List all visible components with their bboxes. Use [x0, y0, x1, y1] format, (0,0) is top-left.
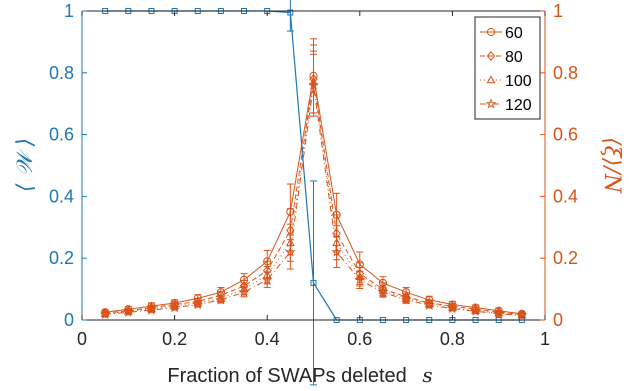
x-tick-label: 0.8	[440, 329, 465, 349]
error-bar-left-8	[286, 0, 294, 32]
legend-item-80: 80	[480, 49, 523, 66]
error-bar-120-9	[310, 53, 317, 117]
point-120-4	[192, 298, 204, 310]
point-120-14	[423, 299, 435, 310]
left-y-tick-label: 0.6	[49, 125, 74, 145]
left-y-axis-label: ⟨ 𝒲 ⟩	[13, 138, 38, 192]
x-tick-label: 0.2	[162, 329, 187, 349]
x-axis-label-text: Fraction of SWAPs deleted	[167, 365, 406, 387]
point-120-3	[169, 302, 180, 313]
point-120-7	[261, 274, 273, 285]
point-120-16	[470, 305, 481, 316]
right-y-tick-label: 1	[553, 1, 563, 21]
legend-label: 80	[505, 49, 523, 66]
point-120-17	[493, 308, 505, 319]
left-y-tick-label: 0.4	[49, 186, 74, 206]
point-120-11	[354, 274, 366, 285]
point-120-5	[215, 294, 227, 305]
legend-box	[474, 16, 541, 120]
legend-label: 120	[505, 97, 532, 114]
error-bar-120-11	[356, 270, 364, 289]
legend-label: 60	[505, 25, 523, 42]
series-120	[99, 53, 528, 320]
legend-marker	[485, 98, 497, 109]
legend-marker	[486, 27, 496, 37]
x-axis-label: Fraction of SWAPs deleted s	[167, 363, 432, 387]
point-120-2	[146, 304, 157, 315]
point-120-10	[331, 246, 342, 257]
right-y-tick-label: 0.2	[553, 248, 578, 268]
point-120-6	[238, 286, 250, 297]
right-y-tick-label: 0.6	[553, 125, 578, 145]
error-bar-left-9	[310, 180, 317, 386]
left-y-tick-label: 0.8	[49, 63, 74, 83]
legend-item-100: 100	[480, 73, 532, 90]
legend-item-60: 60	[480, 25, 523, 42]
error-bar-120-8	[286, 234, 294, 270]
right-y-tick-label: 0.8	[553, 63, 578, 83]
right-y-axis-label: ⟨ξ⟩/N	[599, 137, 624, 194]
x-axis-symbol: s	[422, 363, 432, 387]
x-tick-label: 0.4	[255, 329, 280, 349]
point-left-8	[287, 9, 294, 16]
axes-layer: 0 0.2 0.4 0.6 0.8 100.20.40.60.8100.20.40.60.…	[49, 1, 578, 349]
point-120-15	[447, 302, 458, 314]
legend-marker	[486, 75, 496, 84]
error-bar-120-10	[333, 236, 341, 268]
left-y-tick-label: 0.2	[49, 248, 74, 268]
series-layer	[99, 0, 528, 386]
x-tick-label: 0	[77, 329, 87, 349]
point-120-1	[122, 306, 134, 317]
legend: 60 80 100 120	[474, 16, 541, 120]
legend-item-120: 120	[480, 97, 532, 114]
point-120-8	[285, 246, 296, 257]
point-120-9	[308, 79, 319, 90]
point-left-9	[310, 279, 317, 286]
point-120-12	[377, 286, 389, 297]
right-y-tick-label: 0.4	[553, 186, 578, 206]
x-tick-label: 0.6	[347, 329, 372, 349]
left-y-tick-label: 0	[64, 310, 74, 330]
legend-label: 100	[505, 73, 532, 90]
right-y-tick-label: 0	[553, 310, 563, 330]
x-tick-label: 1	[540, 329, 550, 349]
point-120-0	[99, 308, 111, 319]
point-120-13	[400, 294, 412, 305]
legend-marker	[486, 51, 496, 61]
left-y-tick-label: 1	[64, 1, 74, 21]
